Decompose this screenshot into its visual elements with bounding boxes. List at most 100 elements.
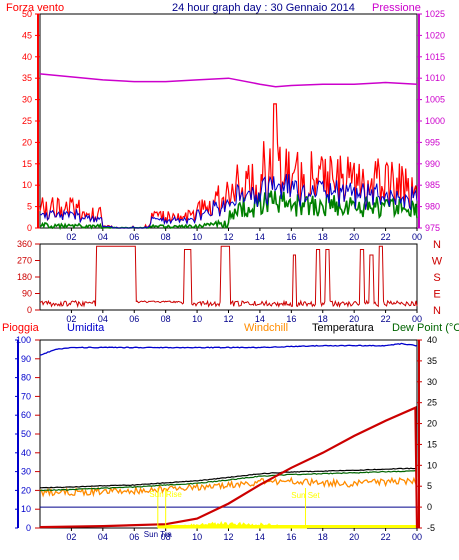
rain-humidity-tick-label: 10 <box>21 504 31 514</box>
top-left-tick-label: 10 <box>22 180 32 190</box>
top-x-tick-label: 18 <box>318 232 328 242</box>
top-left-tick-label: 35 <box>22 73 32 83</box>
direction-x-tick-label: 18 <box>318 314 328 324</box>
pressure-label: Pressione <box>372 2 421 14</box>
direction-tick-label: 180 <box>17 272 32 282</box>
temperature-tick-label: 0 <box>427 502 432 512</box>
top-right-tick-label: 1005 <box>425 95 445 105</box>
top-left-tick-label: 45 <box>22 30 32 40</box>
rain-humidity-tick-label: 30 <box>21 467 31 477</box>
top-x-tick-label: 00 <box>412 232 422 242</box>
bottom-x-tick-label: 20 <box>349 532 359 542</box>
direction-tick-label: 360 <box>17 239 32 249</box>
dewpoint-label: Dew Point (°C <box>392 322 459 334</box>
top-x-tick-label: 06 <box>129 232 139 242</box>
bottom-x-tick-label: 10 <box>192 532 202 542</box>
top-left-tick-label: 15 <box>22 159 32 169</box>
compass-label: E <box>433 289 440 301</box>
top-right-tick-label: 1025 <box>425 9 445 19</box>
top-right-tick-label: 1000 <box>425 116 445 126</box>
solar-baseline <box>157 525 417 528</box>
temperature-tick-label: -5 <box>427 523 435 533</box>
direction-x-tick-label: 10 <box>192 314 202 324</box>
compass-label: N <box>433 305 441 317</box>
top-left-tick-label: 5 <box>27 202 32 212</box>
top-right-tick-label: 990 <box>425 159 440 169</box>
rain-humidity-tick-label: 70 <box>21 391 31 401</box>
windchill-series <box>39 476 418 498</box>
top-right-tick-label: 1010 <box>425 73 445 83</box>
sun-annotation: Sun Tra <box>144 530 173 539</box>
temperature-tick-label: 30 <box>427 377 437 387</box>
temperature-tick-label: 5 <box>427 481 432 491</box>
chart-title: 24 hour graph day : 30 Gennaio 2014 <box>172 2 355 14</box>
rain-humidity-tick-label: 80 <box>21 373 31 383</box>
rain-humidity-tick-label: 60 <box>21 410 31 420</box>
direction-plot-frame <box>39 243 418 311</box>
top-left-tick-label: 0 <box>27 223 32 233</box>
direction-tick-label: 270 <box>17 256 32 266</box>
humidity-label: Umidita <box>67 322 105 334</box>
direction-x-tick-label: 14 <box>255 314 265 324</box>
rain-series <box>39 406 419 529</box>
humidity-series <box>39 342 418 356</box>
bottom-x-tick-label: 14 <box>255 532 265 542</box>
temperature-tick-label: 15 <box>427 439 437 449</box>
wind-pressure-panel: 0510152025303540455097598098599099510001… <box>22 9 445 242</box>
top-left-tick-label: 25 <box>22 116 32 126</box>
rain-humidity-temperature-panel: 0 10 20 30 40 50 60 70 80 90 100 -5 0 5 10 15 20 25 30 35 40… <box>15 335 437 542</box>
sun-annotation: Sun Rise <box>149 490 182 499</box>
bottom-x-tick-label: 04 <box>98 532 108 542</box>
direction-x-tick-label: 22 <box>381 314 391 324</box>
top-right-tick-label: 1015 <box>425 52 445 62</box>
direction-x-tick-label: 12 <box>223 314 233 324</box>
dewpoint-series <box>39 469 418 492</box>
bottom-x-tick-label: 00 <box>412 532 422 542</box>
direction-tick-label: 90 <box>22 289 32 299</box>
direction-x-tick-label: 08 <box>161 314 171 324</box>
rain-humidity-tick-label: 90 <box>21 354 31 364</box>
top-right-tick-label: 995 <box>425 137 440 147</box>
temperature-tick-label: 10 <box>427 460 437 470</box>
direction-tick-label: 0 <box>27 305 32 315</box>
rain-humidity-tick-label: 50 <box>21 429 31 439</box>
top-x-tick-label: 16 <box>286 232 296 242</box>
temperature-tick-label: 40 <box>427 335 437 345</box>
top-right-tick-label: 1020 <box>425 30 445 40</box>
temperature-label: Temperatura <box>312 322 375 334</box>
wind-avg-green-series <box>39 190 418 231</box>
top-left-tick-label: 20 <box>22 137 32 147</box>
top-right-tick-label: 985 <box>425 180 440 190</box>
top-x-tick-label: 22 <box>381 232 391 242</box>
rain-humidity-tick-label: 0 <box>26 523 31 533</box>
rain-label: Pioggia <box>2 322 40 334</box>
bottom-x-tick-label: 06 <box>129 532 139 542</box>
top-left-tick-label: 40 <box>22 52 32 62</box>
direction-x-tick-label: 06 <box>129 314 139 324</box>
direction-x-tick-label: 00 <box>412 314 422 324</box>
bottom-x-tick-label: 16 <box>286 532 296 542</box>
compass-label: W <box>432 256 443 268</box>
top-right-tick-label: 980 <box>425 202 440 212</box>
direction-x-tick-label: 20 <box>349 314 359 324</box>
top-left-tick-label: 30 <box>22 95 32 105</box>
wind-direction-series <box>39 245 418 309</box>
rain-humidity-tick-label: 20 <box>21 485 31 495</box>
sun-annotation: Sun Set <box>291 491 320 500</box>
wind-force-label: Forza vento <box>6 2 64 14</box>
bottom-x-tick-label: 22 <box>381 532 391 542</box>
direction-x-tick-label: 16 <box>286 314 296 324</box>
pressure-series <box>39 73 418 88</box>
temperature-tick-label: 20 <box>427 419 437 429</box>
rain-humidity-tick-label: 40 <box>21 448 31 458</box>
bottom-x-tick-label: 02 <box>66 532 76 542</box>
wind-speed-series <box>39 173 418 229</box>
temperature-tick-label: 25 <box>427 398 437 408</box>
bottom-x-tick-label: 18 <box>318 532 328 542</box>
bottom-x-tick-label: 08 <box>161 532 171 542</box>
top-left-tick-label: 50 <box>22 9 32 19</box>
top-x-tick-label: 10 <box>192 232 202 242</box>
